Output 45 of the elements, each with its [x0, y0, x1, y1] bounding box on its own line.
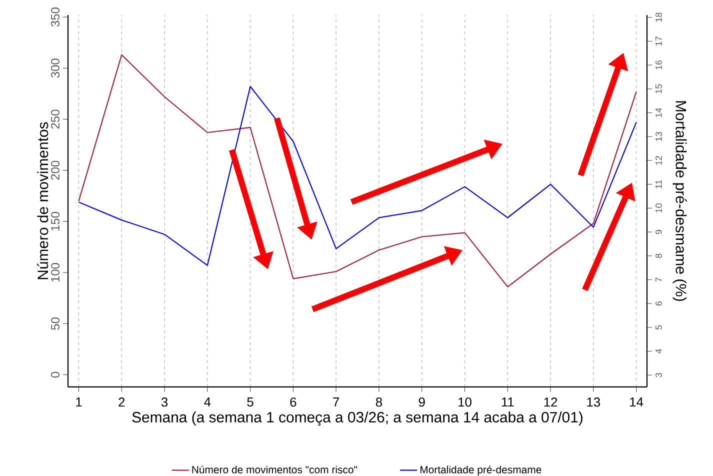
y2-axis-title: Mortalidade pré-desmame (%)	[672, 101, 687, 301]
x-tick-label: 6	[290, 398, 296, 407]
y-tick-label: 100	[51, 263, 60, 282]
y-tick-label: 50	[51, 317, 60, 330]
y2-tick-label: 4	[656, 348, 662, 354]
x-tick-label: 1	[76, 398, 82, 406]
line-series	[78, 86, 637, 266]
x-tick-label: 12	[544, 398, 558, 407]
x-tick-label: 2	[118, 398, 125, 407]
x-tick-label: 4	[204, 398, 211, 406]
y2-tick-label: 12	[656, 156, 662, 165]
y-tick-label: 0	[51, 372, 60, 378]
x-tick-label: 10	[458, 398, 472, 407]
legend-label: Mortalidade pré-desmame	[420, 466, 542, 476]
y2-tick-label: 6	[656, 301, 662, 306]
line-series	[78, 54, 637, 288]
y2-tick-label: 16	[656, 60, 662, 70]
y2-tick-label: 5	[656, 325, 662, 330]
y-tick-label: 150	[51, 212, 60, 230]
x-tick-label: 8	[376, 398, 382, 407]
x-tick-label: 14	[630, 398, 644, 406]
x-tick-label: 13	[587, 398, 600, 407]
x-axis-title: Semana (a semana 1 começa a 03/26; a semana 14 acaba a 07/01)	[132, 412, 582, 426]
x-tick-label: 11	[502, 398, 514, 406]
y-axis-title: Número de movimentos	[37, 122, 48, 280]
y2-tick-label: 8	[656, 254, 662, 258]
y2-tick-label: 10	[656, 204, 662, 212]
x-tick-label: 9	[418, 398, 425, 407]
y2-tick-label: 14	[656, 108, 662, 118]
x-tick-label: 3	[161, 398, 168, 407]
y2-tick-label: 13	[656, 132, 662, 141]
y2-tick-label: 7	[656, 278, 662, 282]
y-tick-label: 350	[51, 8, 60, 27]
y2-tick-label: 11	[656, 180, 662, 188]
x-tick-label: 5	[247, 398, 254, 407]
y2-tick-label: 3	[656, 372, 662, 378]
y-tick-label: 200	[51, 160, 60, 180]
x-tick-label: 7	[333, 398, 340, 406]
y-tick-label: 300	[51, 58, 60, 78]
y2-tick-label: 15	[656, 84, 662, 94]
y-tick-label: 250	[51, 110, 60, 129]
legend-label: Número de movimentos "com risco"	[192, 466, 358, 474]
y2-tick-label: 9	[656, 230, 662, 234]
y2-tick-label: 18	[656, 12, 662, 22]
y2-tick-label: 17	[656, 36, 662, 46]
